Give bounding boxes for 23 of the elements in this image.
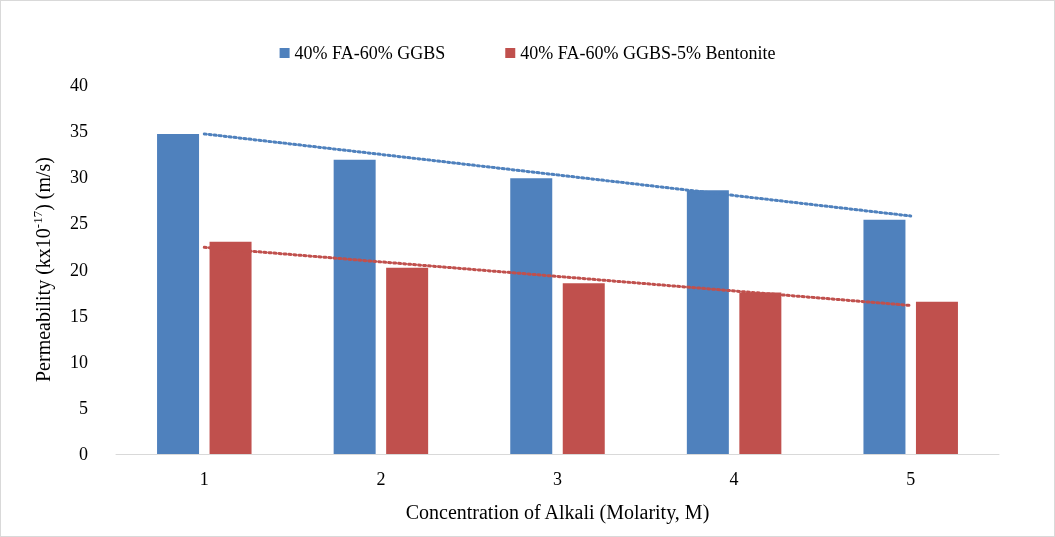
y-tick-label: 5 xyxy=(79,397,88,418)
y-tick-label: 40 xyxy=(70,75,88,95)
y-tick-label: 35 xyxy=(70,121,88,142)
legend-label: 40% FA-60% GGBS-5% Bentonite xyxy=(520,43,776,63)
x-tick-label: 4 xyxy=(729,469,739,489)
bar xyxy=(915,301,958,454)
bar xyxy=(863,219,906,454)
x-tick-label: 2 xyxy=(376,469,386,489)
bar xyxy=(333,159,376,454)
y-tick-label: 25 xyxy=(70,213,88,234)
legend-label: 40% FA-60% GGBS xyxy=(294,43,446,63)
y-tick-label: 0 xyxy=(79,444,88,464)
bar xyxy=(157,133,200,454)
y-tick-label: 20 xyxy=(70,259,88,280)
y-axis-title: Permeability (kx10-17) (m/s) xyxy=(30,156,55,383)
x-tick-label: 3 xyxy=(553,469,562,489)
y-tick-label: 10 xyxy=(70,351,88,372)
y-tick-label: 15 xyxy=(70,305,88,326)
x-tick-label: 1 xyxy=(199,469,209,489)
x-axis-title: Concentration of Alkali (Molarity, M) xyxy=(405,501,710,524)
x-tick-label: 5 xyxy=(906,469,916,489)
y-tick-label: 30 xyxy=(70,167,88,188)
bar xyxy=(510,178,553,454)
